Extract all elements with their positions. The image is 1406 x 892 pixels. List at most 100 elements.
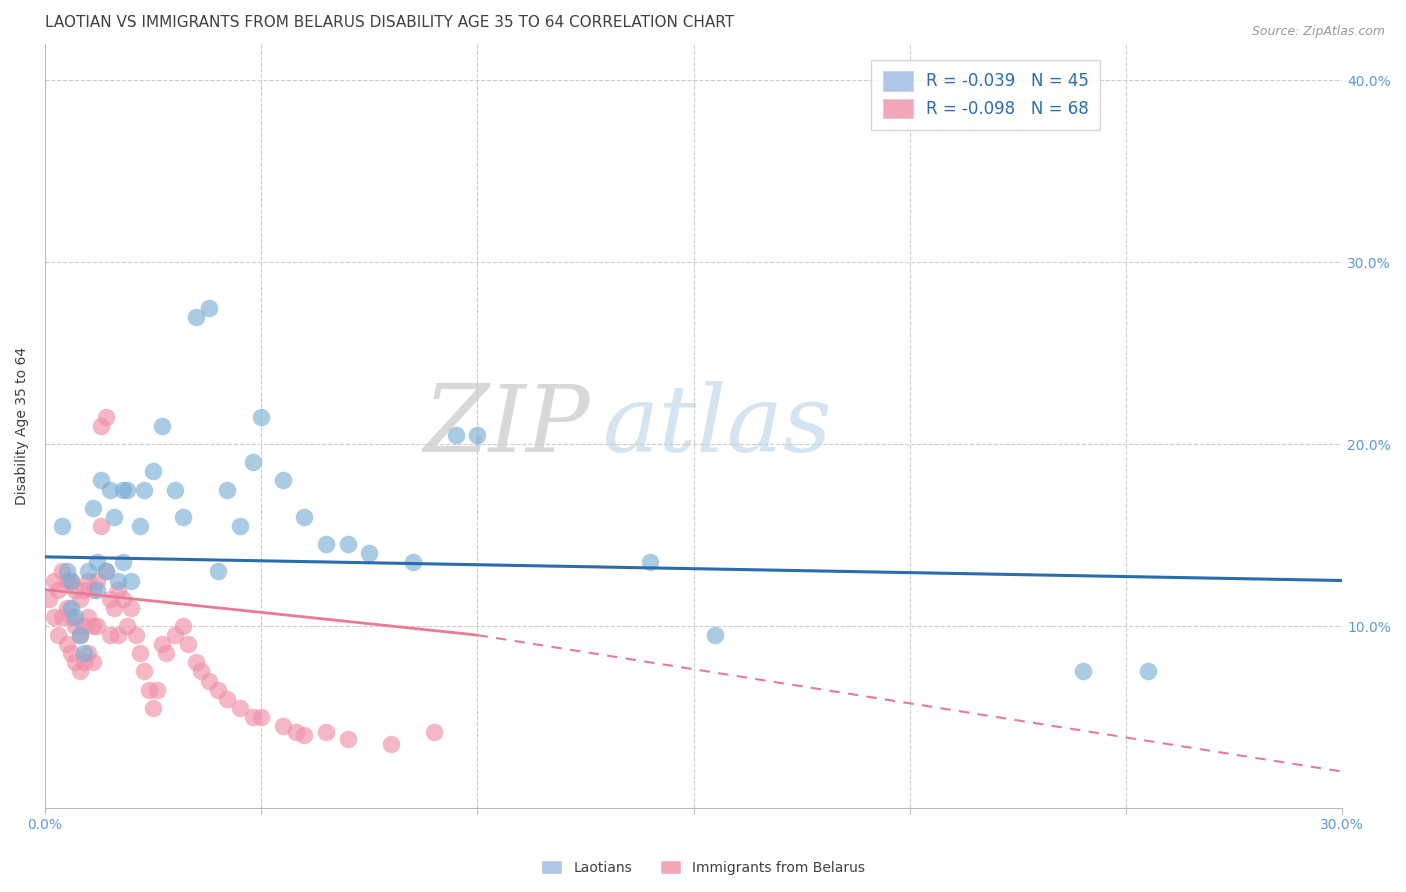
Point bbox=[82, 656, 104, 670]
Point bbox=[172, 509, 194, 524]
Point bbox=[77, 646, 100, 660]
Point bbox=[86, 619, 108, 633]
Point bbox=[704, 628, 727, 642]
Point bbox=[186, 310, 208, 324]
Point bbox=[90, 418, 112, 433]
Point bbox=[186, 656, 208, 670]
Text: ZIP: ZIP bbox=[423, 381, 591, 471]
Point bbox=[73, 646, 96, 660]
Point bbox=[46, 582, 69, 597]
Point bbox=[77, 565, 100, 579]
Point bbox=[120, 574, 142, 588]
Point bbox=[294, 509, 316, 524]
Point bbox=[138, 682, 160, 697]
Point bbox=[94, 565, 117, 579]
Point bbox=[129, 646, 152, 660]
Point bbox=[111, 591, 134, 606]
Point bbox=[242, 455, 264, 469]
Point bbox=[59, 646, 82, 660]
Point bbox=[51, 610, 73, 624]
Text: LAOTIAN VS IMMIGRANTS FROM BELARUS DISABILITY AGE 35 TO 64 CORRELATION CHART: LAOTIAN VS IMMIGRANTS FROM BELARUS DISAB… bbox=[45, 15, 734, 30]
Point bbox=[134, 665, 156, 679]
Point bbox=[94, 409, 117, 424]
Point bbox=[107, 628, 129, 642]
Point bbox=[98, 591, 121, 606]
Point bbox=[65, 619, 87, 633]
Point bbox=[271, 474, 294, 488]
Point bbox=[73, 656, 96, 670]
Point bbox=[467, 428, 489, 442]
Point bbox=[284, 724, 307, 739]
Point bbox=[111, 555, 134, 569]
Point bbox=[172, 619, 194, 633]
Point bbox=[51, 565, 73, 579]
Point bbox=[94, 565, 117, 579]
Point bbox=[90, 474, 112, 488]
Point bbox=[55, 574, 77, 588]
Point bbox=[65, 610, 87, 624]
Text: Source: ZipAtlas.com: Source: ZipAtlas.com bbox=[1251, 25, 1385, 38]
Point bbox=[65, 582, 87, 597]
Point bbox=[359, 546, 381, 560]
Point bbox=[38, 591, 60, 606]
Point bbox=[73, 619, 96, 633]
Point bbox=[150, 637, 173, 651]
Point bbox=[315, 537, 337, 551]
Legend: Laotians, Immigrants from Belarus: Laotians, Immigrants from Belarus bbox=[536, 855, 870, 880]
Point bbox=[242, 710, 264, 724]
Point bbox=[380, 737, 402, 751]
Point bbox=[115, 619, 138, 633]
Point bbox=[98, 483, 121, 497]
Point bbox=[98, 628, 121, 642]
Point bbox=[59, 574, 82, 588]
Point bbox=[107, 574, 129, 588]
Point bbox=[423, 724, 446, 739]
Point bbox=[215, 483, 238, 497]
Point bbox=[120, 600, 142, 615]
Text: atlas: atlas bbox=[603, 381, 832, 471]
Point bbox=[250, 409, 273, 424]
Point bbox=[1136, 665, 1159, 679]
Y-axis label: Disability Age 35 to 64: Disability Age 35 to 64 bbox=[15, 347, 30, 505]
Point bbox=[190, 665, 212, 679]
Point bbox=[73, 582, 96, 597]
Point bbox=[111, 483, 134, 497]
Point bbox=[129, 519, 152, 533]
Point bbox=[336, 537, 359, 551]
Point bbox=[82, 619, 104, 633]
Point bbox=[250, 710, 273, 724]
Point bbox=[69, 591, 91, 606]
Point bbox=[142, 464, 165, 478]
Point bbox=[198, 301, 221, 315]
Point bbox=[228, 701, 250, 715]
Point bbox=[163, 628, 186, 642]
Point bbox=[640, 555, 662, 569]
Legend: R = -0.039   N = 45, R = -0.098   N = 68: R = -0.039 N = 45, R = -0.098 N = 68 bbox=[870, 60, 1101, 130]
Point bbox=[55, 565, 77, 579]
Point bbox=[55, 600, 77, 615]
Point bbox=[59, 610, 82, 624]
Point bbox=[198, 673, 221, 688]
Point bbox=[115, 483, 138, 497]
Point bbox=[155, 646, 177, 660]
Point bbox=[77, 574, 100, 588]
Point bbox=[107, 582, 129, 597]
Point bbox=[90, 519, 112, 533]
Point bbox=[146, 682, 169, 697]
Point bbox=[1071, 665, 1094, 679]
Point bbox=[59, 600, 82, 615]
Point bbox=[86, 555, 108, 569]
Point bbox=[82, 582, 104, 597]
Point bbox=[51, 519, 73, 533]
Point bbox=[150, 418, 173, 433]
Point bbox=[134, 483, 156, 497]
Point bbox=[69, 665, 91, 679]
Point bbox=[103, 509, 125, 524]
Point bbox=[163, 483, 186, 497]
Point bbox=[336, 731, 359, 746]
Point bbox=[82, 500, 104, 515]
Point bbox=[103, 600, 125, 615]
Point bbox=[294, 728, 316, 742]
Point bbox=[207, 682, 229, 697]
Point bbox=[69, 628, 91, 642]
